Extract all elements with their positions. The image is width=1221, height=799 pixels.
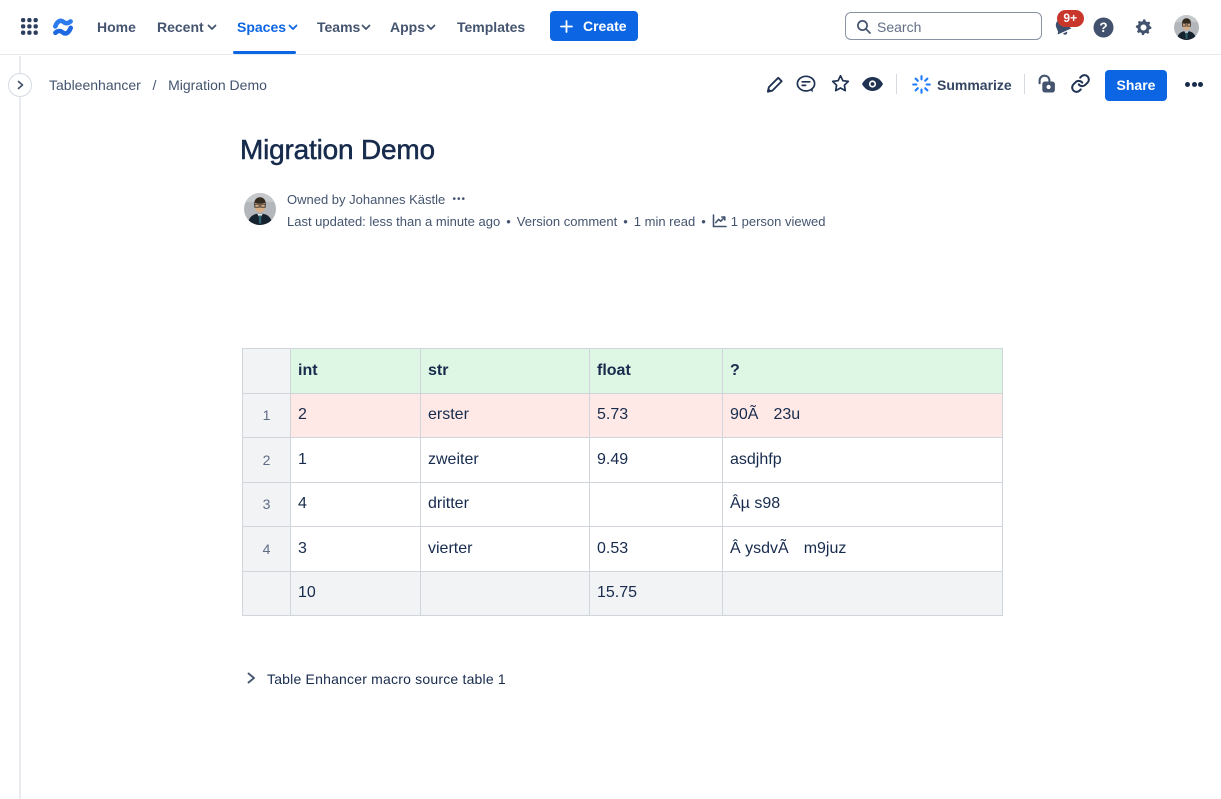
svg-text:?: ? [1099, 20, 1107, 35]
